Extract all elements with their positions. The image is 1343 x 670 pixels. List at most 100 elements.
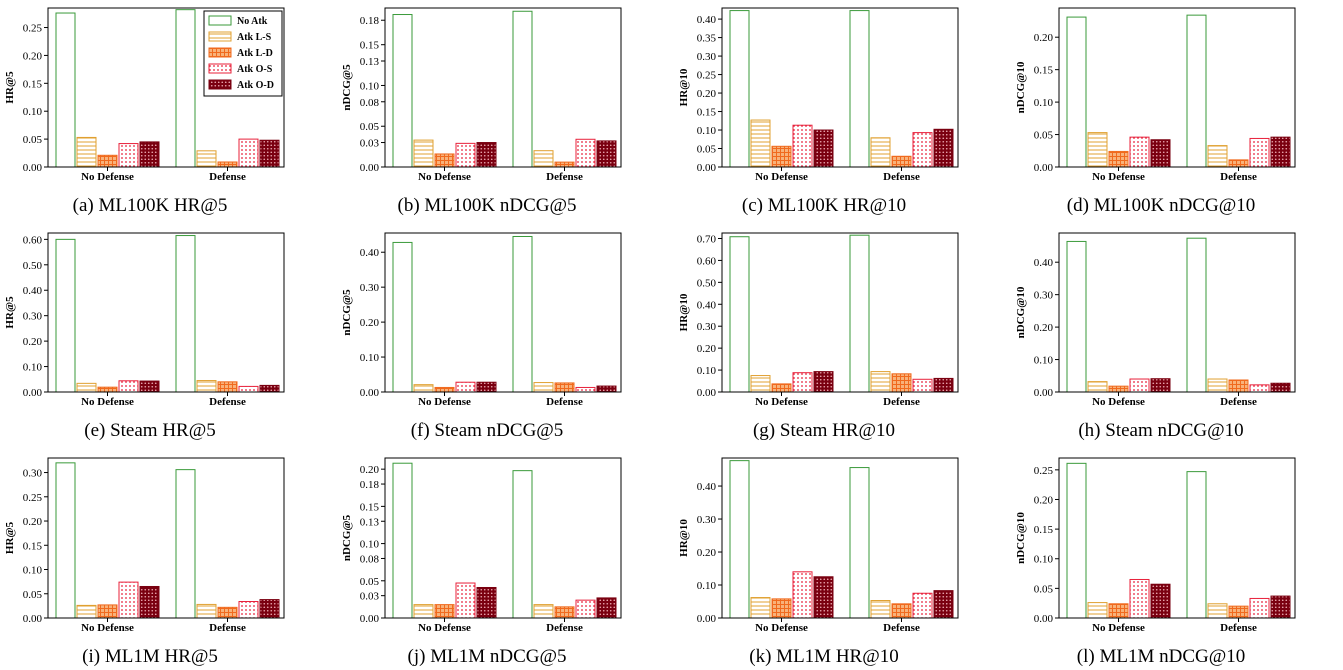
y-tick-label: 0.05: [23, 589, 43, 601]
bar-atk-o-s-defense: [912, 132, 933, 168]
x-tick-label: Defense: [209, 396, 246, 408]
x-tick-label: No Defense: [755, 171, 808, 183]
legend: No Atk Atk L-S Atk L-D Atk O-S Atk O-D: [203, 10, 283, 97]
bar-atk-l-d-defense: [217, 381, 238, 393]
y-tick-label: 0.20: [23, 336, 43, 348]
legend-swatch: [208, 47, 232, 58]
panel-caption: (c) ML100K HR@10: [742, 195, 906, 216]
bar-atk-o-s-no-defense: [455, 142, 476, 168]
bar-atk-l-d-defense: [554, 161, 575, 168]
y-tick-label: 0.10: [360, 80, 380, 92]
y-tick-label: 0.60: [697, 255, 717, 267]
axes-frame: [384, 457, 622, 619]
axes-frame: [721, 457, 959, 619]
y-axis-label: nDCG@10: [1015, 61, 1027, 113]
y-tick-label: 0.20: [1034, 322, 1054, 334]
bar-atk-o-d-no-defense: [476, 586, 497, 619]
y-tick-label: 0.15: [697, 107, 717, 119]
bar-atk-l-s-defense: [1207, 145, 1228, 168]
bar-atk-o-s-no-defense: [792, 571, 813, 619]
bar-atk-o-d-defense: [259, 599, 280, 619]
y-axis-label: nDCG@5: [341, 64, 353, 111]
x-tick-label: No Defense: [1092, 396, 1145, 408]
bar-atk-l-s-defense: [870, 371, 891, 393]
y-tick-label: 0.50: [697, 277, 717, 289]
bar-atk-o-s-defense: [575, 386, 596, 393]
bar-atk-l-d-no-defense: [97, 154, 118, 168]
y-axis-label: HR@5: [4, 71, 16, 104]
y-tick-label: 0.05: [23, 134, 43, 146]
x-tick-label: No Defense: [755, 396, 808, 408]
bar-atk-l-d-defense: [1228, 379, 1249, 393]
y-tick-label: 0.20: [360, 317, 380, 329]
bar-no-atk-no-defense: [392, 462, 413, 619]
y-tick-label: 0.15: [1034, 65, 1054, 77]
y-tick-label: 0.40: [360, 247, 380, 259]
y-tick-label: 0.15: [23, 78, 43, 90]
panel-caption: (h) Steam nDCG@10: [1078, 420, 1243, 441]
bar-atk-o-d-no-defense: [476, 142, 497, 168]
bar-atk-o-d-defense: [259, 139, 280, 168]
axes-frame: [721, 7, 959, 168]
chart-panel-2: 0.00 0.03 0.05 0.08 0.10 0.13 0.15 0.18 nDCG@5 No…: [341, 7, 622, 216]
bar-atk-o-d-no-defense: [139, 585, 160, 619]
panel-caption: (k) ML1M HR@10: [749, 646, 898, 667]
y-tick-label: 0.30: [697, 321, 717, 333]
y-tick-label: 0.00: [360, 162, 380, 174]
chart-panel-4: 0.00 0.05 0.10 0.15 0.20 nDCG@10 No Defense Def…: [1015, 7, 1296, 216]
bar-no-atk-defense: [1186, 471, 1207, 619]
bar-atk-l-s-no-defense: [76, 382, 97, 393]
y-tick-label: 0.40: [697, 14, 717, 26]
bar-atk-o-s-defense: [575, 599, 596, 619]
y-tick-label: 0.10: [1034, 355, 1054, 367]
bar-atk-l-s-defense: [533, 150, 554, 168]
panel-caption: (g) Steam HR@10: [753, 420, 895, 441]
bar-no-atk-no-defense: [55, 238, 76, 393]
y-tick-label: 0.20: [360, 464, 380, 476]
panel-caption: (e) Steam HR@5: [84, 420, 215, 441]
legend-label: No Atk: [237, 16, 268, 27]
y-tick-label: 0.05: [1034, 130, 1054, 142]
chart-panel-11: 0.00 0.10 0.20 0.30 0.40 HR@10 No Defense Defen…: [678, 457, 959, 667]
bar-atk-l-s-defense: [533, 604, 554, 619]
y-tick-label: 0.40: [1034, 257, 1054, 269]
y-tick-label: 0.30: [23, 311, 43, 323]
bar-atk-o-d-defense: [1270, 595, 1291, 619]
bar-atk-l-s-no-defense: [750, 119, 771, 168]
x-tick-label: Defense: [1220, 622, 1257, 634]
bar-atk-o-s-defense: [575, 138, 596, 168]
bar-atk-l-s-defense: [1207, 603, 1228, 619]
bar-atk-l-d-defense: [891, 155, 912, 168]
bar-atk-o-s-defense: [1249, 384, 1270, 393]
bar-atk-o-s-no-defense: [455, 582, 476, 619]
bar-no-atk-defense: [849, 10, 870, 168]
y-tick-label: 0.00: [360, 387, 380, 399]
bar-no-atk-defense: [512, 470, 533, 619]
y-axis-label: nDCG@5: [341, 514, 353, 561]
y-tick-label: 0.30: [23, 468, 43, 480]
y-tick-label: 0.30: [697, 51, 717, 63]
y-tick-label: 0.20: [1034, 32, 1054, 44]
bar-atk-l-s-no-defense: [413, 384, 434, 393]
axes-frame: [47, 232, 285, 393]
bar-atk-l-s-defense: [196, 380, 217, 393]
bar-atk-o-s-defense: [1249, 137, 1270, 168]
bar-atk-o-s-defense: [238, 601, 259, 619]
y-tick-label: 0.10: [1034, 97, 1054, 109]
bar-atk-o-d-defense: [1270, 382, 1291, 393]
panel-caption: (j) ML1M nDCG@5: [408, 646, 567, 667]
y-tick-label: 0.40: [23, 285, 43, 297]
chart-panel-8: 0.00 0.10 0.20 0.30 0.40 nDCG@10 No Defense Def…: [1015, 232, 1296, 441]
bar-no-atk-no-defense: [729, 236, 750, 393]
x-tick-label: Defense: [1220, 171, 1257, 183]
axes-frame: [384, 7, 622, 168]
bar-atk-l-s-no-defense: [413, 604, 434, 619]
y-tick-label: 0.10: [1034, 554, 1054, 566]
y-tick-label: 0.30: [1034, 290, 1054, 302]
bar-atk-o-d-defense: [933, 590, 954, 619]
y-tick-label: 0.10: [697, 580, 717, 592]
y-axis-label: nDCG@10: [1015, 512, 1027, 564]
legend-swatch: [208, 31, 232, 42]
y-tick-label: 0.25: [1034, 465, 1054, 477]
